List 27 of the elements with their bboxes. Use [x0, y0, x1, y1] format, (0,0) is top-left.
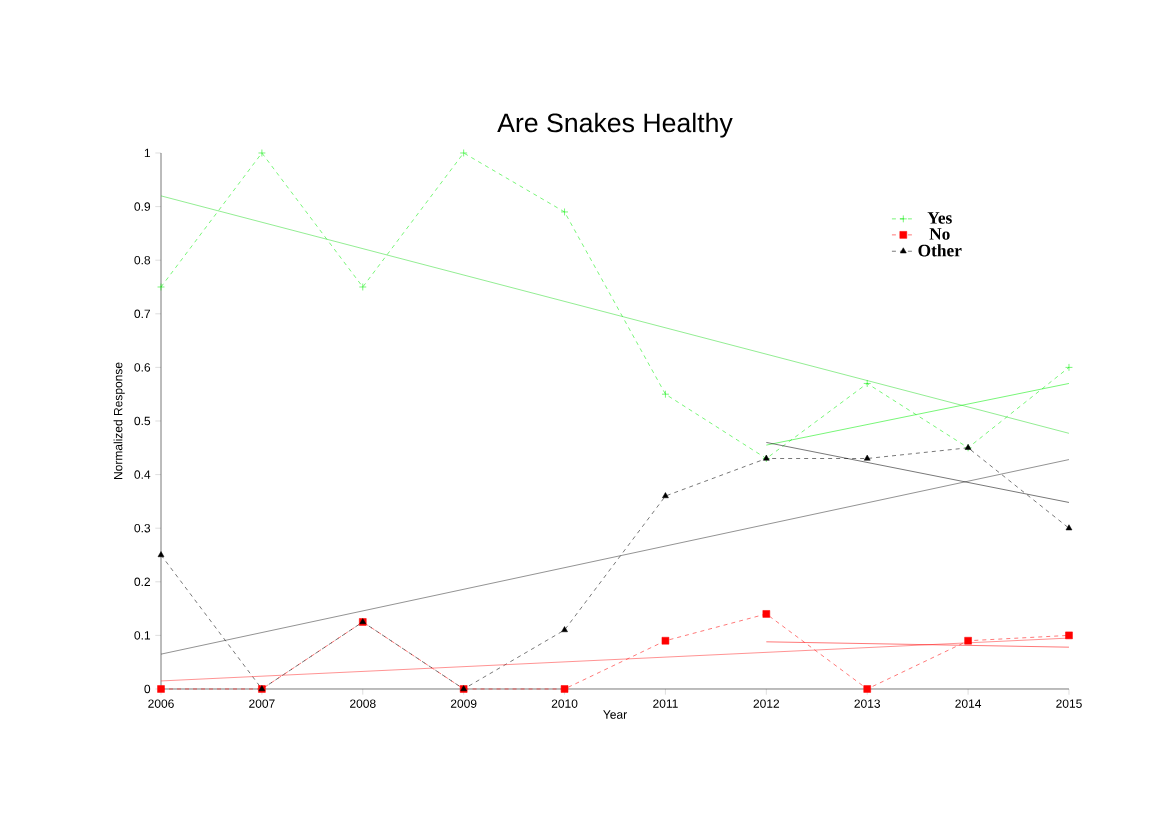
- x-tick-label: 2009: [450, 699, 477, 708]
- x-tick-label: 2012: [753, 699, 780, 708]
- y-axis-title: Normalized Response: [113, 362, 125, 480]
- y-tick-label: 0.9: [134, 202, 151, 211]
- x-axis-title: Year: [603, 710, 627, 719]
- y-tick-label: 0: [144, 684, 151, 694]
- legend-label: Other: [918, 244, 962, 257]
- legend-label: Yes: [927, 212, 952, 224]
- x-tick-label: 2006: [148, 699, 174, 708]
- y-tick-label: 0.3: [134, 523, 151, 533]
- x-tick-label: 2014: [955, 699, 982, 708]
- x-tick-label: 2008: [350, 699, 376, 708]
- x-tick-label: 2015: [1056, 699, 1082, 708]
- x-tick-label: 2007: [249, 699, 275, 708]
- y-tick-label: 0.7: [134, 309, 151, 319]
- y-tick-label: 0.2: [134, 577, 151, 587]
- chart-title: Are Snakes Healthy: [497, 112, 733, 138]
- y-tick-label: 0.4: [134, 470, 151, 479]
- y-tick-label: 0.8: [134, 255, 151, 265]
- x-tick-label: 2010: [551, 699, 578, 708]
- x-tick-label: 2013: [854, 699, 881, 708]
- x-tick-label: 2011: [653, 699, 678, 708]
- y-tick-label: 0.5: [134, 416, 151, 426]
- legend-label: No: [929, 228, 950, 240]
- y-tick-label: 1: [144, 148, 151, 158]
- y-tick-label: 0.6: [134, 363, 151, 372]
- y-tick-label: 0.1: [134, 631, 151, 640]
